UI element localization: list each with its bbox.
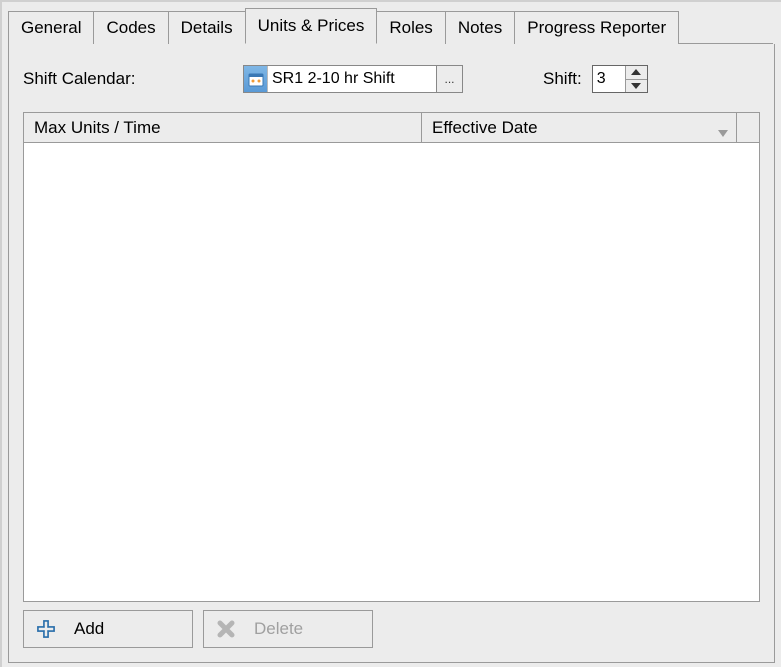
units-table[interactable]: Max Units / Time Effective Date	[23, 112, 760, 602]
shift-label: Shift:	[543, 69, 582, 89]
tab-units-and-prices[interactable]: Units & Prices	[245, 8, 378, 44]
chevron-up-icon	[631, 69, 641, 75]
shift-input[interactable]	[593, 66, 625, 92]
shift-spin-up[interactable]	[626, 66, 647, 80]
tab-strip: General Codes Details Units & Prices Rol…	[8, 8, 781, 44]
plus-icon	[36, 620, 56, 638]
table-body[interactable]	[24, 143, 759, 601]
table-header: Max Units / Time Effective Date	[24, 113, 759, 143]
shift-calendar-value: SR1 2-10 hr Shift	[268, 70, 436, 88]
x-icon	[216, 620, 236, 638]
units-and-prices-panel: Shift Calendar: SR1 2-10 hr Shift ... Sh…	[8, 44, 775, 663]
shift-spin-down[interactable]	[626, 80, 647, 93]
add-button[interactable]: Add	[23, 610, 193, 648]
tab-progress-reporter[interactable]: Progress Reporter	[514, 11, 679, 45]
delete-button-label: Delete	[254, 619, 303, 639]
column-max-units-label: Max Units / Time	[34, 118, 161, 138]
tab-details[interactable]: Details	[168, 11, 246, 45]
shift-calendar-label: Shift Calendar:	[23, 69, 233, 89]
tab-general[interactable]: General	[8, 11, 94, 45]
column-effective-date[interactable]: Effective Date	[422, 113, 737, 142]
shift-calendar-combo[interactable]: SR1 2-10 hr Shift ...	[243, 65, 463, 93]
shift-spinner[interactable]	[592, 65, 648, 93]
delete-button: Delete	[203, 610, 373, 648]
tab-notes[interactable]: Notes	[445, 11, 515, 45]
tab-codes[interactable]: Codes	[93, 11, 168, 45]
properties-page: General Codes Details Units & Prices Rol…	[0, 0, 781, 667]
calendar-icon	[244, 66, 268, 92]
sort-desc-icon	[718, 123, 728, 143]
column-max-units[interactable]: Max Units / Time	[24, 113, 422, 142]
shift-calendar-row: Shift Calendar: SR1 2-10 hr Shift ... Sh…	[23, 62, 760, 96]
button-row: Add Delete	[23, 610, 760, 648]
tab-roles[interactable]: Roles	[376, 11, 445, 45]
column-spacer	[737, 113, 759, 142]
add-button-label: Add	[74, 619, 104, 639]
shift-calendar-browse-button[interactable]: ...	[436, 66, 462, 92]
column-effective-date-label: Effective Date	[432, 118, 538, 138]
chevron-down-icon	[631, 83, 641, 89]
